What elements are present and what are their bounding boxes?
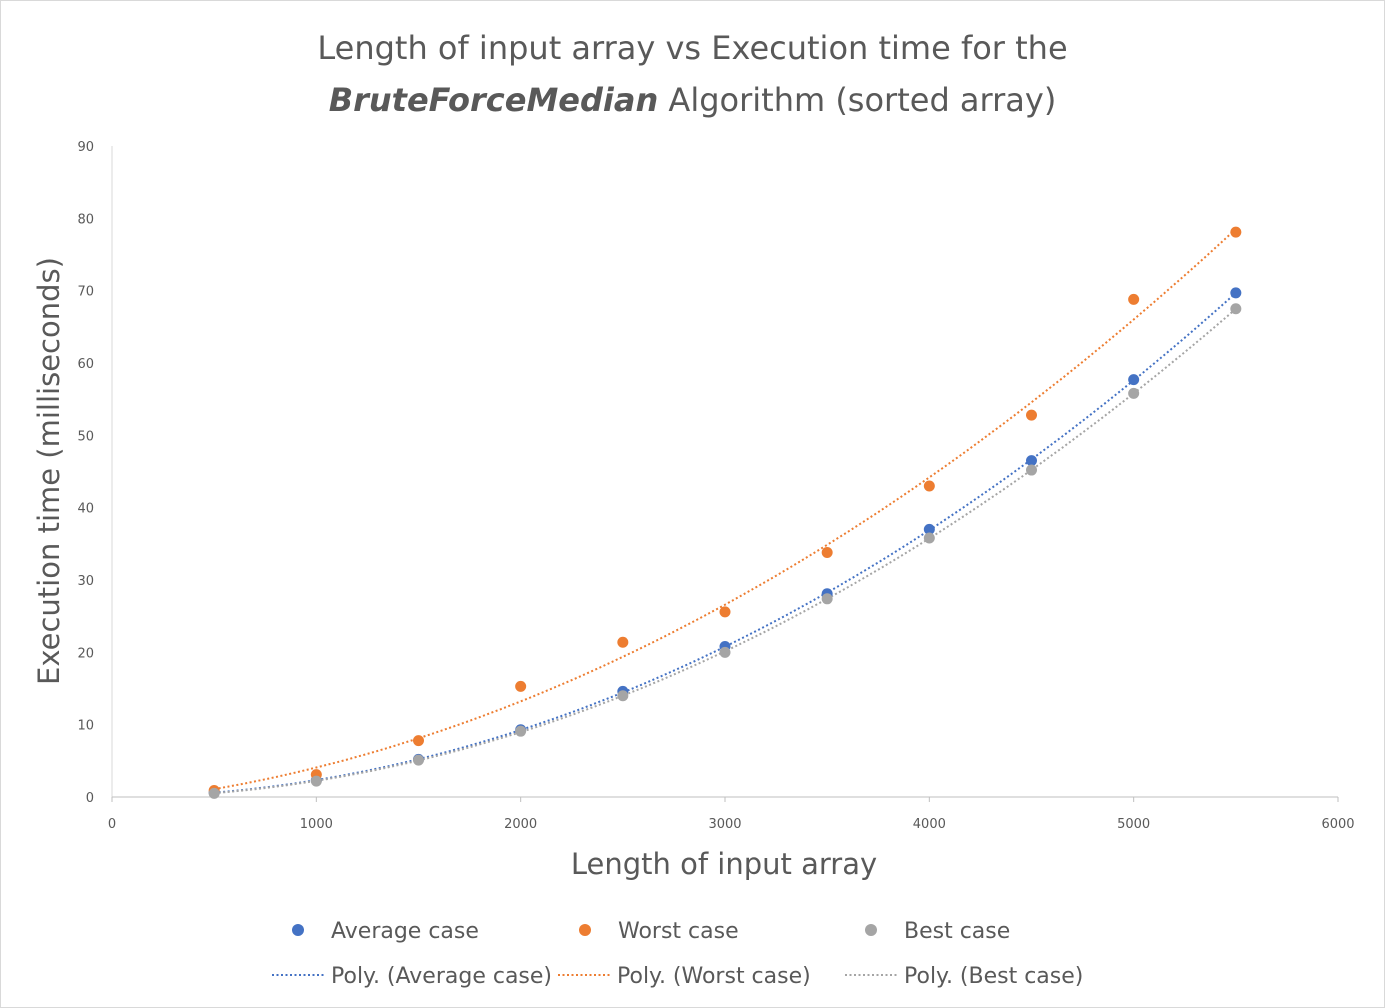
x-tick-label: 3000 (708, 817, 741, 832)
point-worst (719, 606, 731, 618)
point-best (1128, 387, 1140, 399)
chart-title-line2: BruteForceMedian Algorithm (sorted array… (0, 74, 1385, 126)
y-tick-label: 20 (77, 646, 94, 661)
point-best (617, 690, 629, 702)
trendline-worst (214, 228, 1237, 791)
x-axis-title: Length of input array (571, 847, 877, 881)
y-tick-label: 30 (77, 574, 94, 589)
point-best (1230, 303, 1242, 315)
point-worst (923, 480, 935, 492)
trendline-best (214, 308, 1237, 795)
y-tick-label: 90 (77, 140, 94, 155)
trendlines (214, 228, 1237, 795)
x-tick-label: 2000 (504, 817, 537, 832)
point-worst (1230, 226, 1242, 238)
point-best (821, 593, 833, 605)
chart-title-rest: Algorithm (sorted array) (658, 81, 1057, 119)
point-best (719, 646, 731, 658)
point-worst (617, 636, 629, 648)
y-tick-label: 10 (77, 719, 94, 734)
point-worst (1026, 409, 1037, 421)
point-best (515, 725, 527, 737)
point-best (923, 532, 935, 544)
point-best (1026, 464, 1037, 476)
legend: Average case Worst case Best case Poly. (Av… (272, 919, 1083, 989)
point-worst (821, 547, 833, 559)
point-average (1026, 455, 1037, 467)
x-tick-label: 1000 (300, 817, 333, 832)
x-tick-label: 5000 (1117, 817, 1150, 832)
legend-trend-label-worst: Poly. (Worst case) (617, 964, 811, 989)
y-tick-label: 40 (77, 502, 94, 517)
chart-title: Length of input array vs Execution time … (0, 22, 1385, 126)
x-tick-label: 0 (108, 817, 116, 832)
legend-label-average: Average case (331, 919, 479, 944)
point-average (1128, 374, 1140, 386)
data-points (208, 226, 1242, 799)
legend-trend-label-best: Poly. (Best case) (904, 964, 1083, 989)
point-average (923, 523, 935, 535)
chart-title-emphasis: BruteForceMedian (328, 81, 659, 119)
point-worst (413, 735, 424, 747)
axes: 0 1000 2000 3000 4000 5000 6000 0 10 20 30 40 50 60 70… (77, 140, 1354, 832)
y-axis-title: Execution time (milliseconds) (32, 257, 66, 685)
legend-marker-average (292, 924, 304, 936)
x-tick-label: 4000 (913, 817, 946, 832)
point-best (413, 754, 424, 766)
y-tick-label: 0 (86, 791, 94, 806)
point-best (310, 775, 322, 787)
point-worst (515, 680, 527, 692)
point-worst (1128, 293, 1140, 305)
legend-label-best: Best case (904, 919, 1010, 944)
chart-title-line1: Length of input array vs Execution time … (317, 29, 1068, 67)
y-tick-label: 70 (77, 285, 94, 300)
point-best (208, 787, 220, 799)
x-tick-label: 6000 (1321, 817, 1354, 832)
legend-marker-worst (579, 924, 591, 936)
legend-marker-best (865, 924, 877, 936)
trendline-average (214, 292, 1237, 794)
y-tick-label: 60 (77, 357, 94, 372)
legend-trend-label-average: Poly. (Average case) (331, 964, 552, 989)
y-tick-label: 80 (77, 212, 94, 227)
point-average (1230, 287, 1242, 299)
legend-label-worst: Worst case (618, 919, 739, 944)
y-tick-label: 50 (77, 429, 94, 444)
